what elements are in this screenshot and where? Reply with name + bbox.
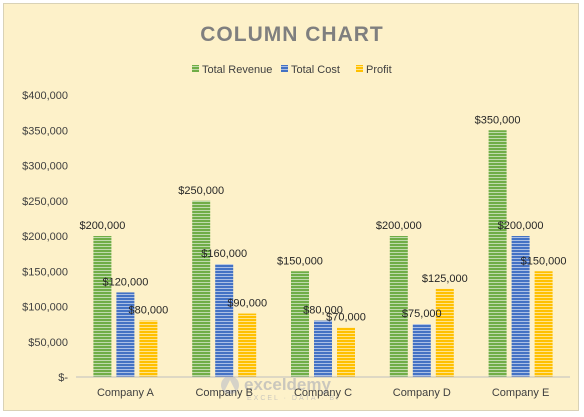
- bar: [511, 236, 530, 377]
- data-label: $125,000: [422, 273, 468, 285]
- x-tick-label: Company D: [393, 387, 451, 399]
- data-label: $150,000: [521, 255, 567, 267]
- bar: [238, 313, 257, 377]
- data-labels: $200,000 $120,000 $80,000 $250,000 $160,000 $…: [79, 114, 566, 323]
- data-label: $200,000: [79, 220, 125, 232]
- watermark: exceldemy EXCEL · DATA · BI: [221, 375, 340, 402]
- watermark-brand: exceldemy: [244, 375, 331, 394]
- bar: [215, 264, 234, 377]
- bar: [116, 292, 135, 377]
- data-label: $80,000: [303, 305, 343, 317]
- x-tick-label: Company A: [97, 387, 155, 399]
- legend: Total Revenue Total Cost Profit: [192, 64, 392, 76]
- data-label: $350,000: [475, 114, 521, 126]
- exceldemy-logo-icon: [221, 376, 239, 394]
- bars: [93, 130, 553, 377]
- y-tick-label: $100,000: [22, 302, 68, 314]
- y-tick-label: $50,000: [28, 337, 68, 349]
- watermark-tagline: EXCEL · DATA · BI: [247, 395, 340, 402]
- column-chart: COLUMN CHART Total Revenue Total Cost Prof…: [22, 23, 570, 402]
- chart-area: COLUMN CHART Total Revenue Total Cost Prof…: [3, 3, 579, 411]
- y-axis: $- $50,000 $100,000 $150,000 $200,000 $250,00…: [22, 90, 68, 384]
- bar: [314, 320, 332, 377]
- bar: [412, 324, 431, 377]
- y-tick-label: $400,000: [22, 90, 68, 102]
- data-label: $120,000: [102, 276, 148, 288]
- y-tick-label: $200,000: [22, 231, 68, 243]
- data-label: $250,000: [178, 185, 224, 197]
- data-label: $80,000: [129, 305, 169, 317]
- bar: [534, 271, 553, 377]
- data-label: $75,000: [402, 308, 442, 320]
- data-label: $160,000: [201, 248, 247, 260]
- bar: [139, 320, 158, 377]
- bar: [93, 236, 112, 377]
- bar: [389, 236, 408, 377]
- x-tick-label: Company E: [492, 387, 549, 399]
- bar: [291, 271, 309, 377]
- y-tick-label: $150,000: [22, 266, 68, 278]
- x-axis: Company A Company B Company C Company D Comp…: [97, 387, 549, 399]
- legend-label: Total Revenue: [202, 64, 272, 76]
- bar: [488, 130, 507, 377]
- data-label: $200,000: [498, 220, 544, 232]
- legend-swatch: [192, 65, 199, 72]
- legend-swatch: [356, 65, 363, 72]
- y-tick-label: $350,000: [22, 125, 68, 137]
- legend-swatch: [281, 65, 288, 72]
- x-tick-label: Company C: [294, 387, 352, 399]
- bar: [337, 327, 355, 377]
- data-label: $200,000: [376, 220, 422, 232]
- legend-label: Profit: [366, 64, 392, 76]
- y-tick-label: $300,000: [22, 161, 68, 173]
- data-label: $70,000: [326, 312, 366, 324]
- legend-label: Total Cost: [291, 64, 340, 76]
- bar: [435, 288, 454, 377]
- data-label: $150,000: [277, 255, 323, 267]
- data-label: $90,000: [227, 298, 267, 310]
- chart-title: COLUMN CHART: [200, 23, 383, 46]
- x-tick-label: Company B: [195, 387, 252, 399]
- y-tick-label: $250,000: [22, 196, 68, 208]
- bar: [192, 200, 211, 377]
- y-tick-label: $-: [58, 372, 68, 384]
